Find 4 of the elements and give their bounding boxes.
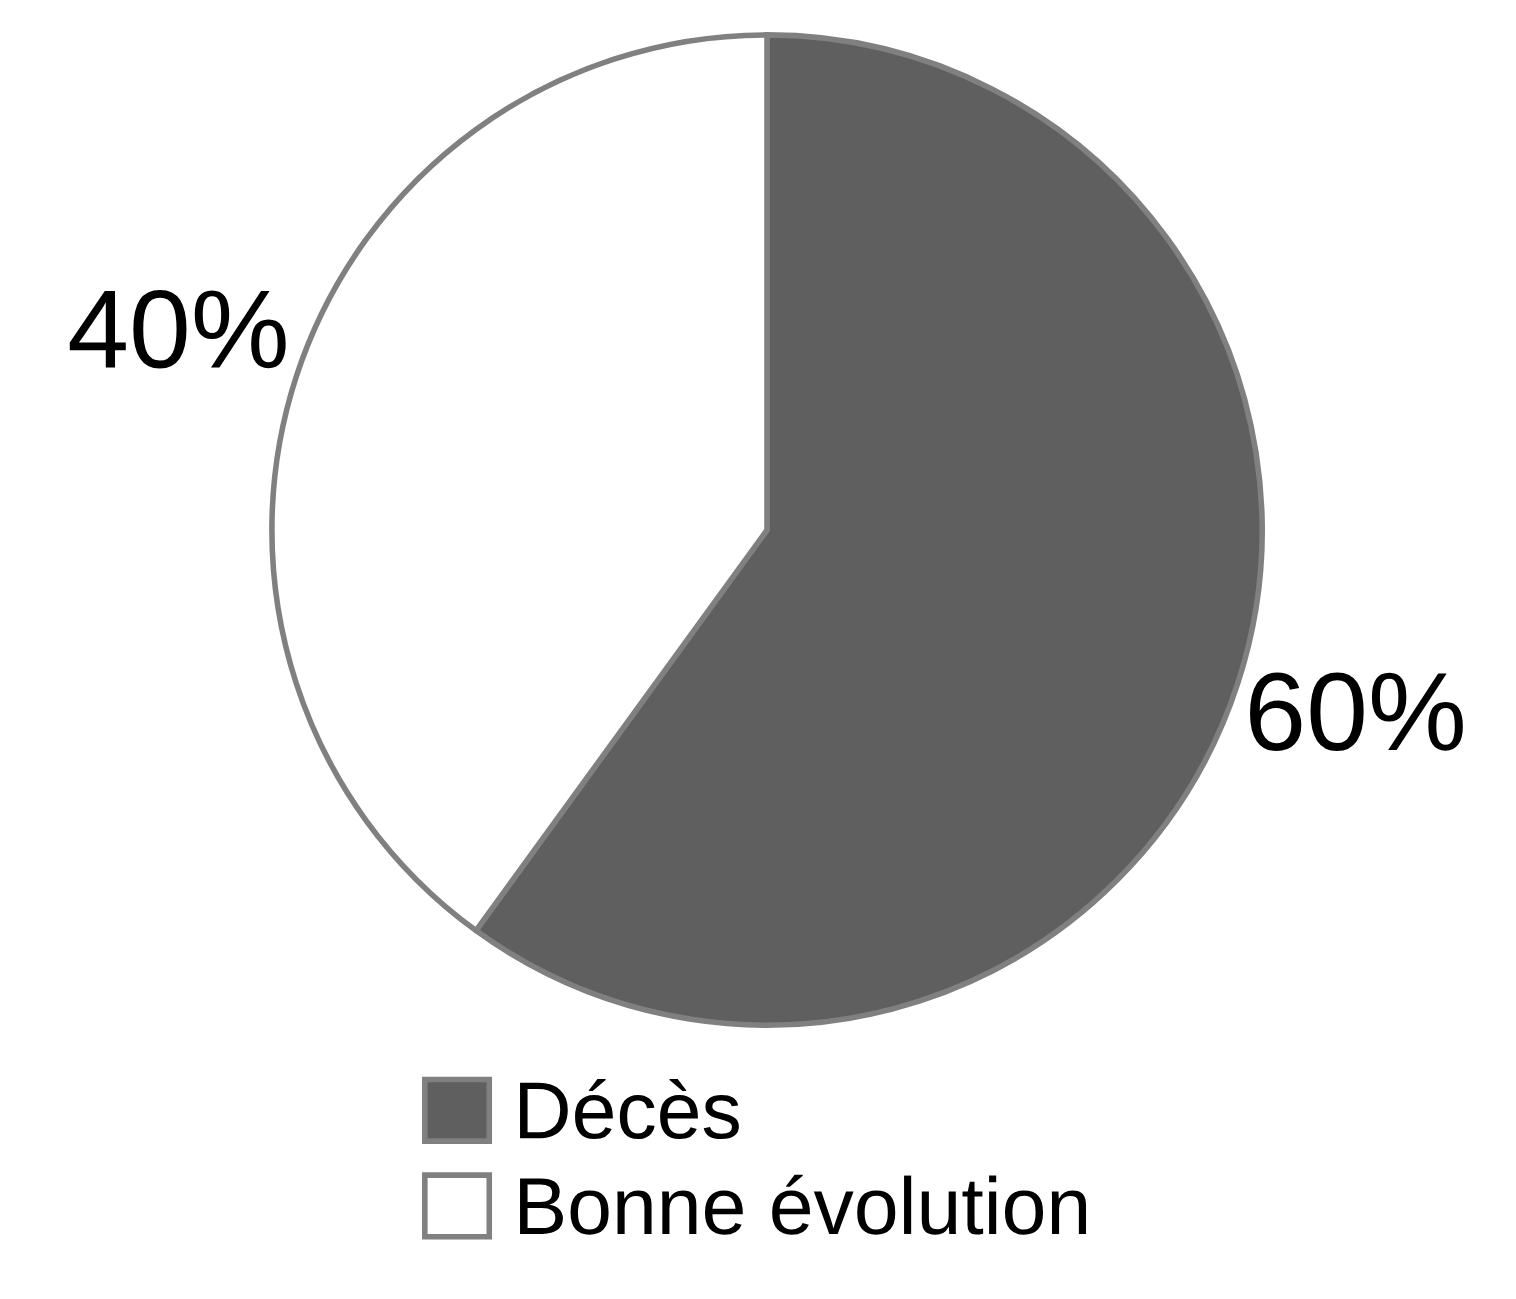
legend-label: Décès — [520, 1078, 739, 1140]
legend-label: Bonne évolution — [520, 1174, 1086, 1235]
data-label: 40% — [69, 289, 286, 369]
data-label: 60% — [1250, 672, 1463, 752]
